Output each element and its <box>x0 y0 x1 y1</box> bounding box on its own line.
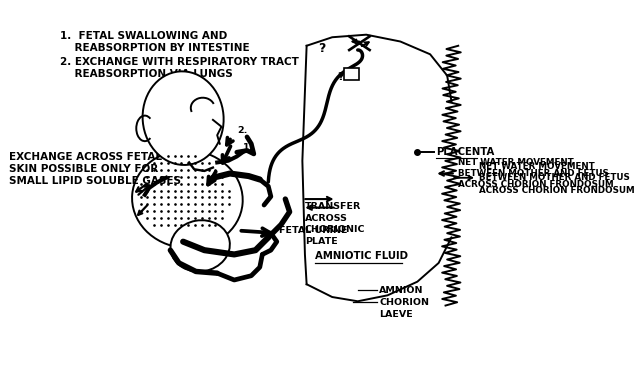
Text: BETWEEN MOTHER AND FETUS: BETWEEN MOTHER AND FETUS <box>479 173 629 182</box>
Text: PLACENTA: PLACENTA <box>436 147 495 157</box>
Ellipse shape <box>132 150 243 248</box>
Text: CHORION: CHORION <box>379 298 429 307</box>
Text: SKIN POSSIBLE ONLY FOR: SKIN POSSIBLE ONLY FOR <box>8 164 158 174</box>
Text: CHORIONIC: CHORIONIC <box>305 226 366 235</box>
Text: PLATE: PLATE <box>305 237 337 246</box>
Text: EXCHANGE ACROSS FETAL: EXCHANGE ACROSS FETAL <box>8 152 162 162</box>
Text: NET WATER MOVEMENT: NET WATER MOVEMENT <box>458 158 574 167</box>
Text: 2. EXCHANGE WITH RESPIRATORY TRACT: 2. EXCHANGE WITH RESPIRATORY TRACT <box>59 57 298 67</box>
Text: TRANSFER: TRANSFER <box>305 202 361 211</box>
Text: 1.: 1. <box>243 144 253 153</box>
Text: AMNION: AMNION <box>379 286 424 295</box>
Text: 2.: 2. <box>237 126 247 135</box>
Text: LAEVE: LAEVE <box>379 309 413 318</box>
Text: ACROSS: ACROSS <box>305 214 348 223</box>
Text: 1.  FETAL SWALLOWING AND: 1. FETAL SWALLOWING AND <box>59 31 227 41</box>
Ellipse shape <box>171 220 230 271</box>
Text: REABSORPTION VIA LUNGS: REABSORPTION VIA LUNGS <box>59 69 233 79</box>
Text: ACROSS CHORION FRONDOSUM: ACROSS CHORION FRONDOSUM <box>479 186 635 195</box>
Bar <box>344 68 359 80</box>
Text: FETAL URINE: FETAL URINE <box>279 226 347 235</box>
Text: NET WATER MOVEMENT: NET WATER MOVEMENT <box>479 162 594 171</box>
Text: ?: ? <box>318 42 326 55</box>
Text: BETWEEN MOTHER AND FETUS: BETWEEN MOTHER AND FETUS <box>458 169 609 178</box>
Text: ACROSS CHORION FRONDOSUM: ACROSS CHORION FRONDOSUM <box>458 180 614 189</box>
Text: SMALL LIPID SOLUBLE GASES: SMALL LIPID SOLUBLE GASES <box>8 176 180 186</box>
Text: ?: ? <box>337 72 344 82</box>
Ellipse shape <box>142 71 224 165</box>
Text: AMNIOTIC FLUID: AMNIOTIC FLUID <box>315 251 408 261</box>
Text: REABSORPTION BY INTESTINE: REABSORPTION BY INTESTINE <box>59 43 249 53</box>
